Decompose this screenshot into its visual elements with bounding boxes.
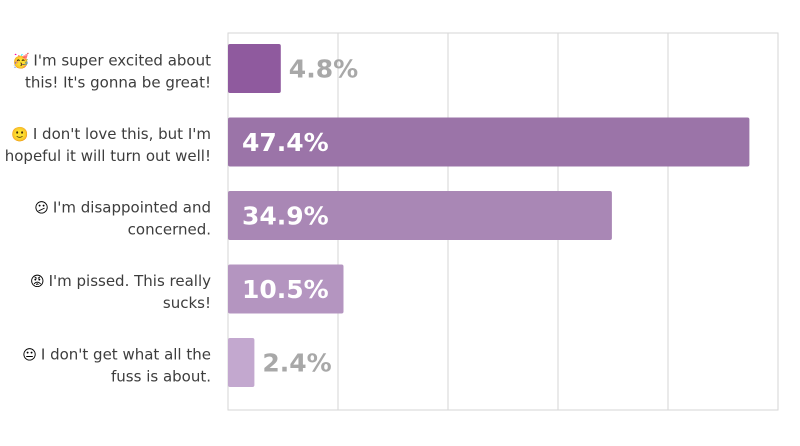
emoji-icon-3: 😕 xyxy=(34,201,49,217)
bar-3 xyxy=(228,191,612,240)
emoji-icon-4: 😡 xyxy=(30,274,45,290)
value-label-4: 10.5% xyxy=(242,275,329,304)
category-label-4-line-2: sucks! xyxy=(163,294,211,312)
category-label-3-line-1: I'm disappointed and xyxy=(53,199,211,217)
category-label-5-line-2: fuss is about. xyxy=(111,368,211,386)
category-label-2-line-2: hopeful it will turn out well! xyxy=(5,147,211,165)
emoji-icon-5: 😐 xyxy=(22,348,37,364)
value-label-1: 4.8% xyxy=(289,55,358,84)
emoji-icon-2: 🙂 xyxy=(11,126,28,143)
category-label-2-line-1: I don't love this, but I'm xyxy=(33,125,211,143)
bar-1 xyxy=(228,44,281,93)
bar-5 xyxy=(228,338,255,387)
category-label-4-line-1: I'm pissed. This really xyxy=(49,272,212,290)
emoji-icon-1: 🥳 xyxy=(12,52,29,70)
bar-2 xyxy=(228,117,750,167)
category-label-5-line-1: I don't get what all the xyxy=(41,346,211,364)
value-label-2: 47.4% xyxy=(242,128,329,157)
value-label-5: 2.4% xyxy=(262,349,331,378)
category-label-1-line-1: I'm super excited about xyxy=(33,52,211,70)
value-label-3: 34.9% xyxy=(242,202,329,231)
bar-4 xyxy=(228,264,344,314)
category-label-1-line-2: this! It's gonna be great! xyxy=(25,74,211,92)
category-label-3-line-2: concerned. xyxy=(128,221,211,239)
